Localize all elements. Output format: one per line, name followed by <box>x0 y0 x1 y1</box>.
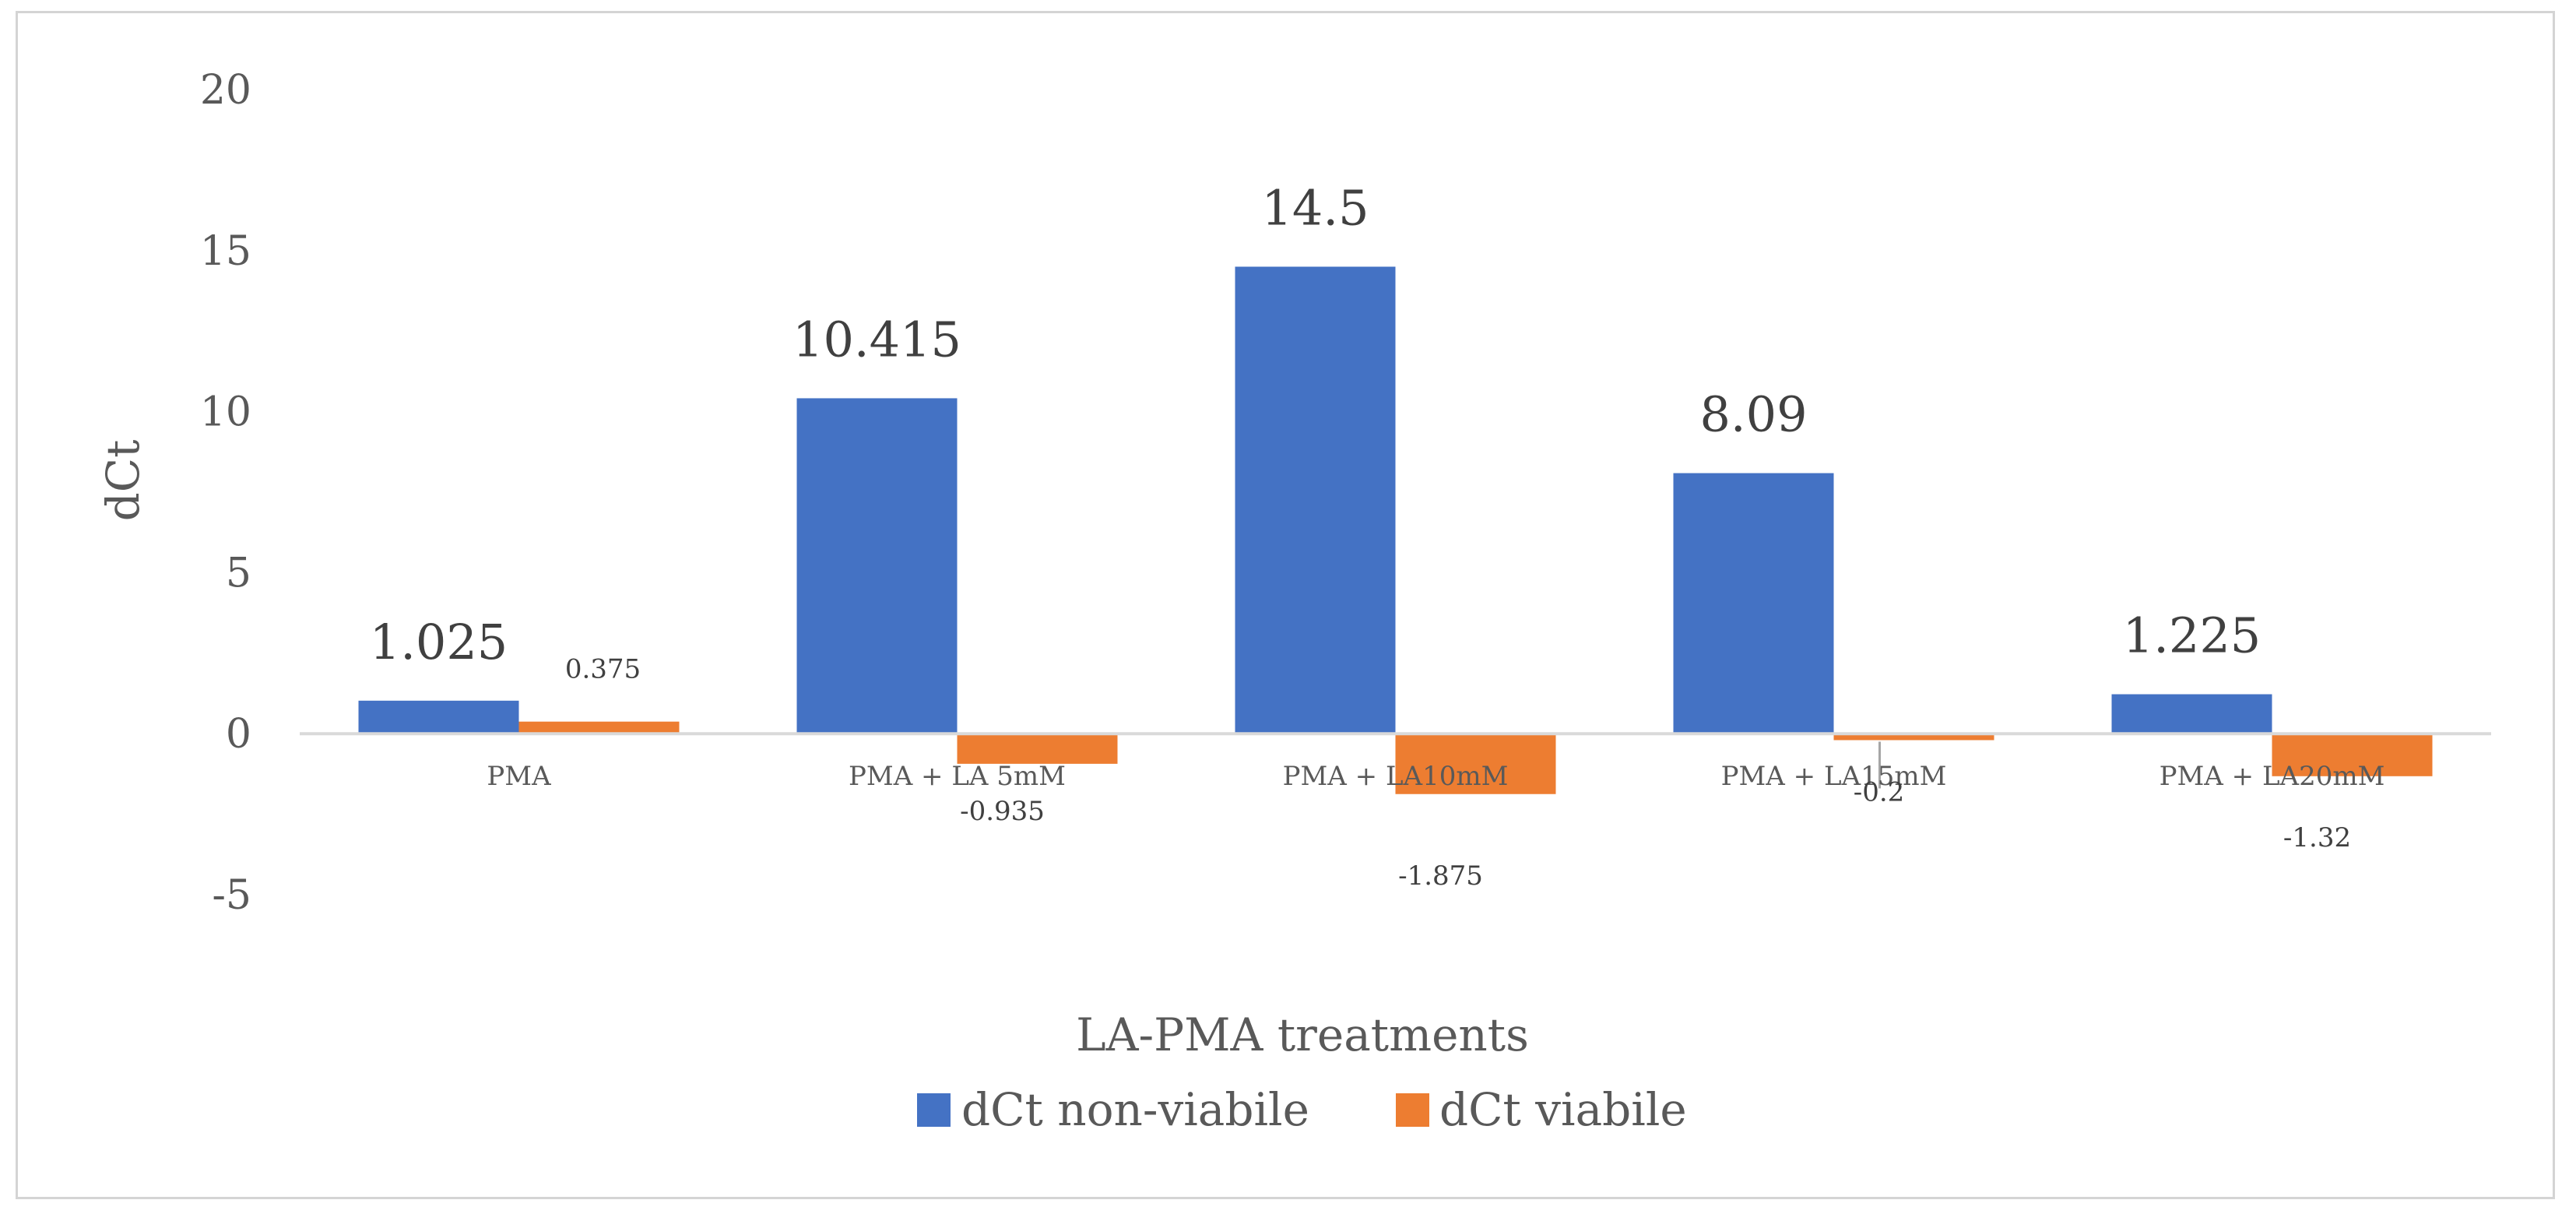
bar-viabile[interactable] <box>1395 734 1556 794</box>
bar-non-viabile[interactable] <box>2111 694 2272 734</box>
y-tick-label: 10 <box>200 389 251 436</box>
bar-viabile[interactable] <box>518 721 680 734</box>
chart-svg: -5 0 5 10 15 20 PMA PMA + LA 5mM PMA + LA10mM PMA… <box>97 67 2491 1136</box>
x-tick-label: PMA + LA10mM <box>1283 761 1509 792</box>
data-label-non-viabile: 1.225 <box>2123 607 2261 664</box>
y-axis-title: dCt <box>97 440 149 522</box>
legend-swatch-viabile <box>1396 1093 1429 1127</box>
data-label-non-viabile: 8.09 <box>1699 386 1807 443</box>
bar-non-viabile[interactable] <box>1235 266 1396 734</box>
legend-swatch-non-viabile <box>917 1093 951 1127</box>
data-label-viabile: -1.875 <box>1398 860 1483 892</box>
data-label-non-viabile: 10.415 <box>792 311 961 368</box>
data-label-viabile: -0.935 <box>960 796 1045 827</box>
bar-non-viabile[interactable] <box>796 398 958 734</box>
legend[interactable]: dCt non-viabile dCt viabile <box>917 1083 1687 1136</box>
chart-frame: -5 0 5 10 15 20 PMA PMA + LA 5mM PMA + LA10mM PMA… <box>16 11 2555 1199</box>
data-label-viabile: 0.375 <box>565 654 641 685</box>
data-label-non-viabile: 14.5 <box>1261 179 1369 236</box>
x-axis-title: LA-PMA treatments <box>1076 1008 1529 1061</box>
bar-viabile[interactable] <box>1833 734 1994 741</box>
data-label-viabile: -1.32 <box>2283 822 2351 853</box>
bar-non-viabile[interactable] <box>358 700 519 734</box>
y-tick-label: 20 <box>200 67 251 114</box>
plot-layer <box>300 266 2491 794</box>
data-label-non-viabile: 1.025 <box>370 614 508 670</box>
y-tick-label: 5 <box>226 550 251 596</box>
bar-viabile[interactable] <box>957 734 1118 764</box>
y-tick-label: -5 <box>212 872 251 919</box>
legend-label-non-viabile: dCt non-viabile <box>961 1083 1309 1136</box>
y-tick-label: 15 <box>200 228 251 275</box>
data-label-viabile: -0.2 <box>1854 776 1905 808</box>
x-tick-label: PMA <box>487 761 551 792</box>
x-tick-label: PMA + LA20mM <box>2160 761 2385 792</box>
label-layer: -5 0 5 10 15 20 PMA PMA + LA 5mM PMA + LA10mM PMA… <box>200 67 2385 919</box>
bar-viabile[interactable] <box>2272 734 2433 776</box>
bar-non-viabile[interactable] <box>1673 473 1834 734</box>
x-tick-label: PMA + LA 5mM <box>849 761 1066 792</box>
y-tick-label: 0 <box>226 711 251 758</box>
legend-label-viabile: dCt viabile <box>1439 1083 1687 1136</box>
x-tick-label: PMA + LA15mM <box>1721 761 1947 792</box>
